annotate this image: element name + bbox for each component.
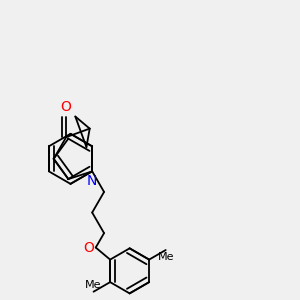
Text: O: O [83, 241, 94, 254]
Text: Me: Me [85, 280, 102, 290]
Text: O: O [61, 100, 72, 114]
Text: N: N [87, 174, 98, 188]
Text: Me: Me [158, 251, 174, 262]
